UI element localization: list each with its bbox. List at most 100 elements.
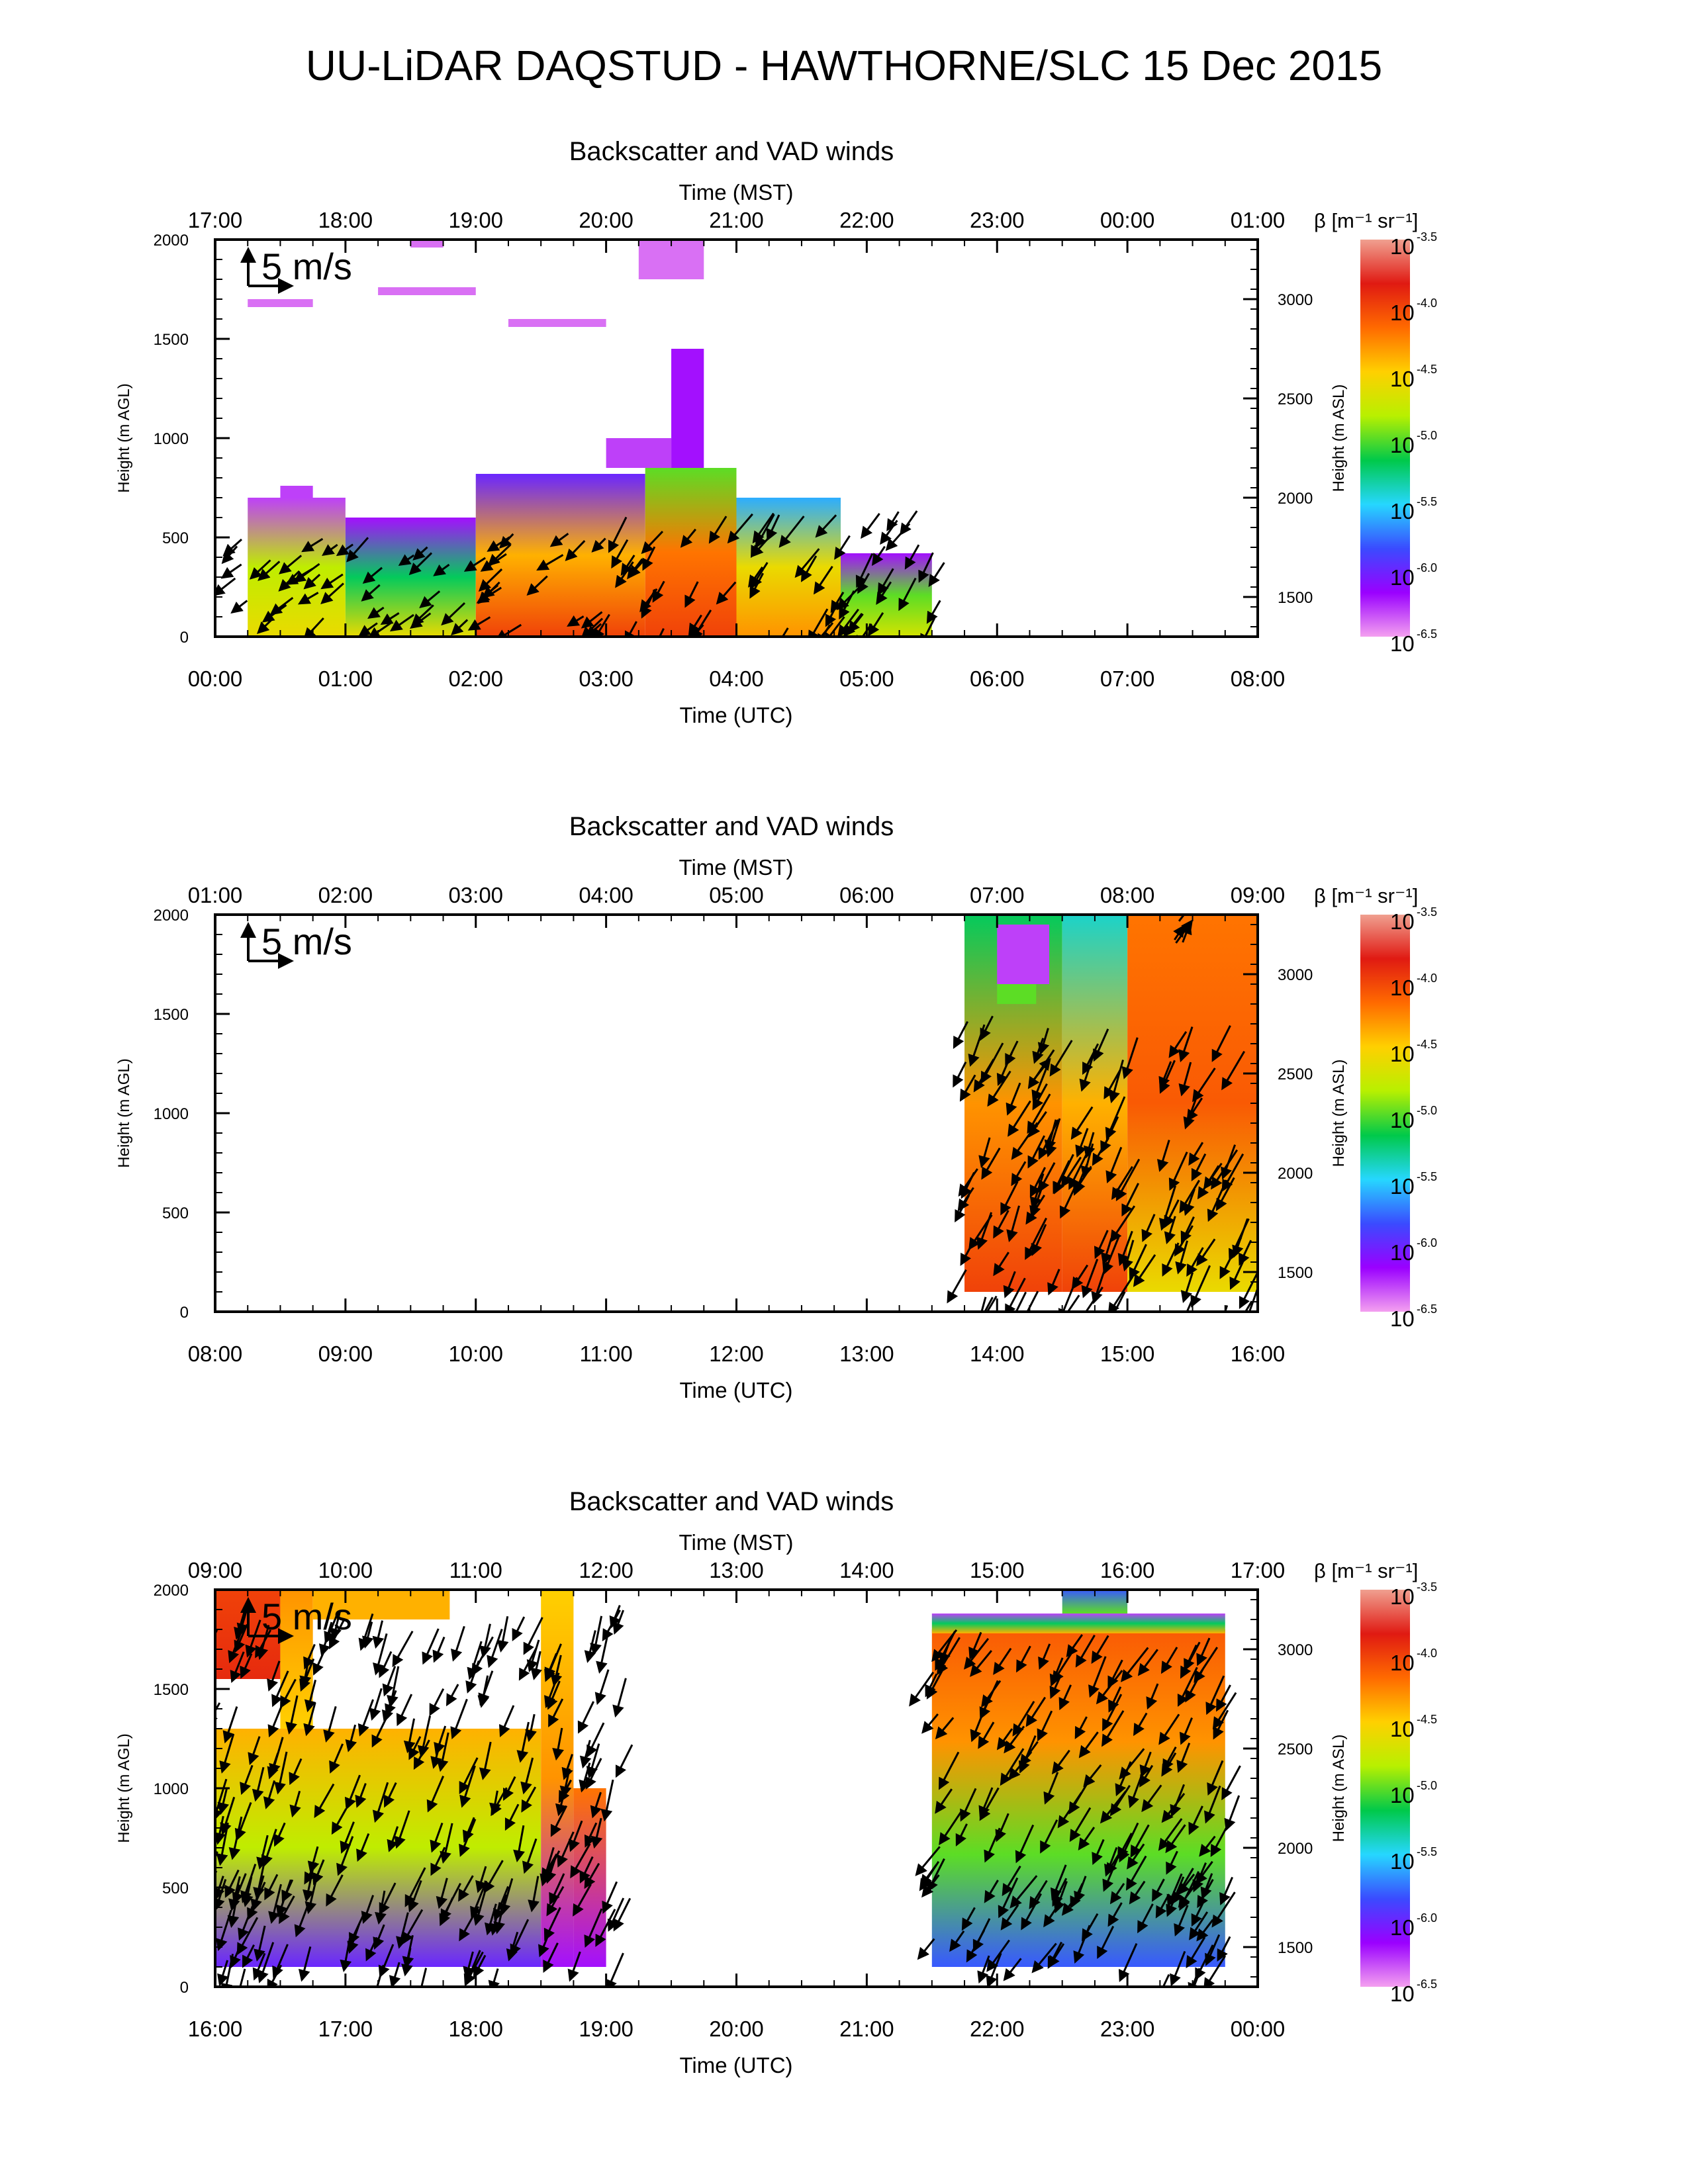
wind-arrow (955, 1195, 970, 1223)
x-top-tick-label: 12:00 (579, 1558, 633, 1582)
wind-arrow (1121, 1037, 1139, 1079)
wind-arrow (479, 1623, 491, 1659)
colorbar: β [m⁻¹ sr⁻¹]10 -3.510 -4.010 -4.510 -5.010 -5… (1314, 884, 1437, 1331)
wind-arrow (1211, 1891, 1236, 1928)
wind-arrow (222, 1706, 238, 1744)
wind-arrow (1164, 1199, 1180, 1228)
wind-arrow (1221, 1765, 1241, 1801)
wind-arrow (396, 1694, 413, 1727)
backscatter-patch (280, 486, 313, 498)
wind-arrow (549, 1873, 565, 1905)
wind-arrow (241, 1876, 254, 1907)
wind-arrow (230, 1651, 245, 1684)
wind-arrow (436, 1878, 448, 1909)
wind-arrow (606, 1952, 624, 1987)
wind-arrow (1178, 1062, 1192, 1097)
wind-arrow (1178, 1026, 1194, 1063)
wind-arrow (303, 574, 321, 590)
wind-arrow (430, 1822, 444, 1853)
wind-arrow (949, 1930, 965, 1952)
wind-arrow (590, 1792, 602, 1819)
wind-arrow (459, 1757, 479, 1795)
wind-arrow (1029, 1880, 1048, 1909)
wind-arrow (970, 1650, 992, 1677)
wind-arrow (238, 1905, 254, 1941)
wind-arrow (1051, 1749, 1070, 1775)
wind-arrow (1097, 1925, 1115, 1960)
wind-arrow (410, 612, 432, 629)
wind-arrow (412, 546, 428, 561)
wind-arrow (1180, 922, 1192, 943)
wind-arrow (947, 1269, 967, 1304)
wind-arrow (680, 528, 696, 548)
wind-arrow (326, 1874, 344, 1907)
wind-arrow (1180, 1216, 1195, 1244)
y2-tick-label: 2000 (1278, 1165, 1313, 1183)
wind-arrow (1038, 1162, 1056, 1193)
wind-arrow (222, 538, 242, 557)
backscatter-patch (312, 1590, 450, 1619)
wind-arrow (372, 1620, 385, 1649)
wind-arrow (1205, 1934, 1221, 1966)
x-top-tick-label: 22:00 (839, 208, 894, 232)
wind-arrow (463, 557, 486, 572)
colorbar-ramp (1360, 1590, 1410, 1987)
wind-arrow (1170, 1950, 1186, 1987)
y2-tick-label: 3000 (1278, 1641, 1313, 1659)
wind-arrow (1004, 1277, 1026, 1312)
wind-arrow (1161, 1752, 1177, 1777)
wind-arrow (814, 565, 833, 595)
chart-panel-1: Backscatter and VAD winds Time (MST) 5 m/s… (115, 137, 1437, 727)
wind-arrow (579, 1762, 591, 1793)
wind-arrow (611, 539, 629, 569)
wind-arrow (1048, 1943, 1065, 1968)
wind-arrow (445, 1684, 459, 1707)
wind-arrow (641, 588, 656, 619)
wind-arrow (1108, 1686, 1122, 1713)
y-tick-label: 0 (180, 1979, 189, 1997)
wind-arrow (347, 1923, 361, 1954)
wind-arrow (1093, 1028, 1109, 1062)
colorbar-tick-base: 10 (1390, 1717, 1415, 1741)
y2-tick-label: 3000 (1278, 966, 1313, 984)
y2-tick-label: 1500 (1278, 1939, 1313, 1957)
wind-arrow (1053, 1160, 1070, 1195)
wind-arrow (387, 1826, 399, 1852)
y2-tick-label: 3000 (1278, 291, 1313, 309)
colorbar-tick-base: 10 (1390, 1042, 1415, 1066)
wind-arrow (1168, 1031, 1188, 1058)
y-tick-label: 1500 (154, 331, 189, 349)
chart-panel-2: Backscatter and VAD winds Time (MST) 5 m/s… (115, 812, 1437, 1402)
y-axis-label: Height (m AGL) (115, 1058, 133, 1167)
wind-arrow (526, 1639, 540, 1672)
top-axis-label: Time (MST) (679, 1530, 794, 1555)
x-top-tick-label: 19:00 (448, 208, 503, 232)
y-tick-label: 0 (180, 629, 189, 647)
wind-arrow (1173, 925, 1185, 940)
wind-arrow (1177, 1666, 1198, 1707)
x-top-tick-label: 03:00 (448, 883, 503, 907)
wind-arrow (815, 514, 837, 538)
wind-arrow (1107, 1659, 1123, 1689)
wind-arrow (219, 1733, 235, 1774)
wind-arrow (252, 1952, 266, 1981)
wind-arrow (234, 1801, 252, 1841)
wind-arrow (408, 1736, 422, 1760)
colorbar-tick-base: 10 (1390, 1306, 1415, 1331)
wind-scale-label: 5 m/s (261, 921, 352, 962)
y2-axis-label: Height (m ASL) (1330, 385, 1348, 492)
wind-arrow (871, 545, 886, 567)
wind-arrow (708, 516, 727, 544)
wind-arrow (855, 553, 874, 588)
wind-arrow (324, 1612, 339, 1644)
wind-arrow (1103, 1069, 1121, 1100)
wind-arrow (271, 1670, 289, 1707)
wind-arrow (1207, 1179, 1228, 1222)
wind-arrow (935, 1631, 956, 1671)
colorbar-tick-base: 10 (1390, 976, 1415, 1000)
wind-arrow (919, 1860, 940, 1891)
wind-arrow (459, 1819, 477, 1857)
wind-arrow (981, 1147, 1001, 1180)
wind-arrow (794, 548, 820, 578)
y-tick-label: 0 (180, 1304, 189, 1322)
